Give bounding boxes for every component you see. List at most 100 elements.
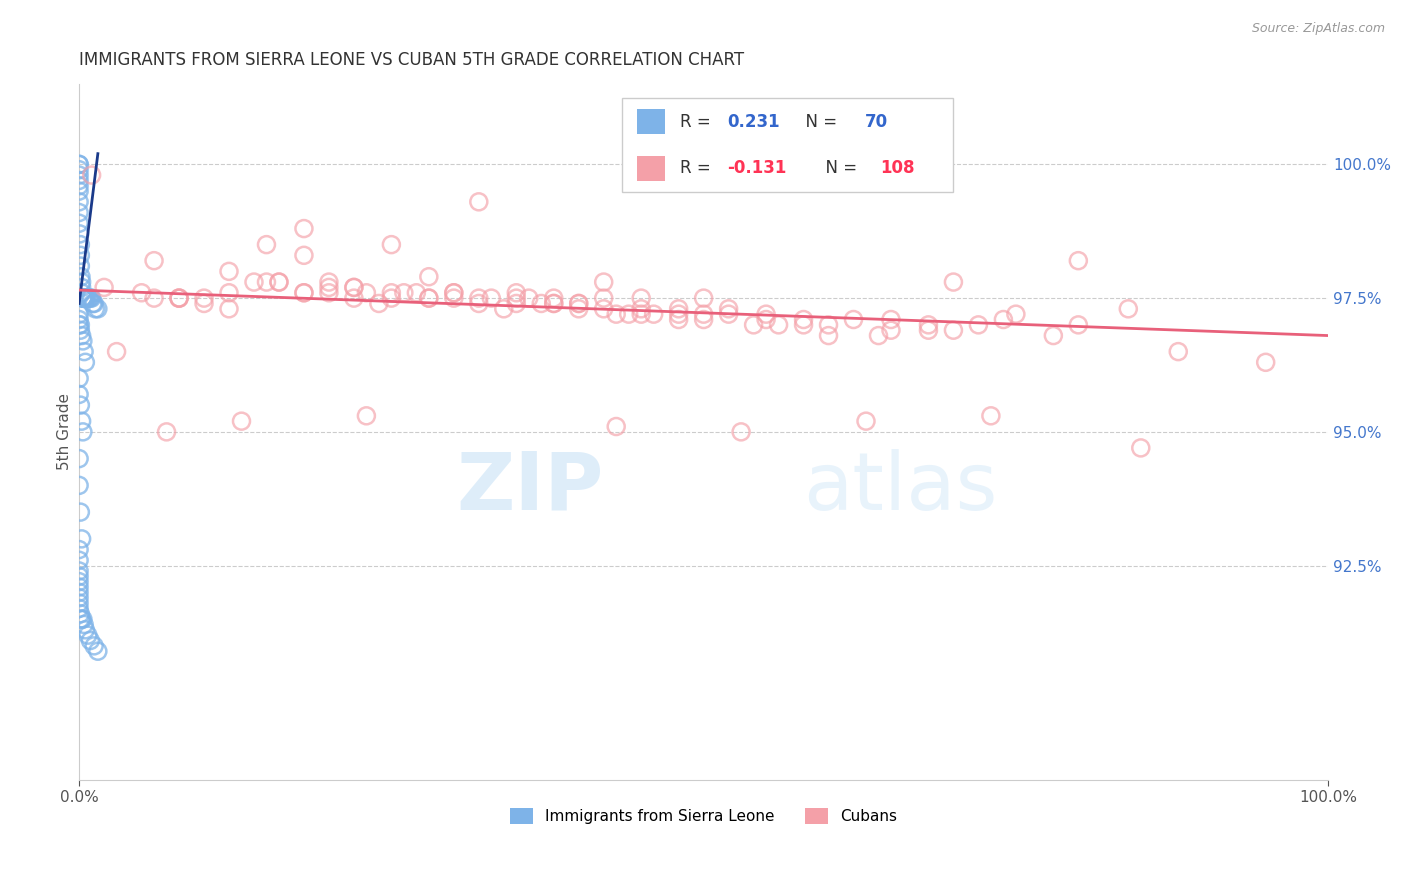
- Point: [517, 291, 540, 305]
- Point: [768, 318, 790, 332]
- Point: [880, 323, 903, 337]
- Point: [143, 291, 166, 305]
- Point: [67, 542, 90, 557]
- Bar: [637, 156, 665, 181]
- Point: [318, 280, 340, 294]
- Point: [842, 312, 865, 326]
- Point: [69, 398, 91, 412]
- Point: [167, 291, 190, 305]
- Point: [543, 296, 565, 310]
- Point: [568, 301, 591, 316]
- Point: [72, 291, 94, 305]
- Point: [356, 409, 378, 423]
- Point: [69, 237, 91, 252]
- Point: [592, 301, 614, 316]
- Point: [67, 157, 90, 171]
- Point: [67, 173, 90, 187]
- Point: [70, 612, 93, 626]
- Point: [817, 328, 839, 343]
- Point: [77, 291, 100, 305]
- Point: [630, 301, 652, 316]
- Point: [742, 318, 765, 332]
- Point: [917, 318, 939, 332]
- Point: [967, 318, 990, 332]
- Point: [79, 291, 101, 305]
- Point: [67, 157, 90, 171]
- Point: [231, 414, 253, 428]
- Point: [80, 291, 103, 305]
- Point: [131, 285, 153, 300]
- Point: [167, 291, 190, 305]
- Point: [505, 285, 527, 300]
- Point: [143, 253, 166, 268]
- Point: [76, 291, 98, 305]
- Point: [1116, 301, 1139, 316]
- Point: [193, 296, 215, 310]
- Point: [72, 612, 94, 626]
- Point: [1129, 441, 1152, 455]
- Point: [380, 291, 402, 305]
- Point: [69, 227, 91, 241]
- Point: [793, 318, 815, 332]
- Point: [67, 585, 90, 599]
- Point: [505, 296, 527, 310]
- Point: [592, 291, 614, 305]
- Point: [1005, 307, 1028, 321]
- Point: [356, 285, 378, 300]
- Point: [69, 318, 91, 332]
- Point: [318, 275, 340, 289]
- Point: [717, 307, 740, 321]
- Point: [73, 617, 96, 632]
- Point: [67, 307, 90, 321]
- Point: [67, 387, 90, 401]
- Point: [543, 296, 565, 310]
- Point: [75, 355, 97, 369]
- Bar: [637, 109, 665, 134]
- Point: [343, 280, 366, 294]
- Point: [505, 291, 527, 305]
- Text: IMMIGRANTS FROM SIERRA LEONE VS CUBAN 5TH GRADE CORRELATION CHART: IMMIGRANTS FROM SIERRA LEONE VS CUBAN 5T…: [79, 51, 744, 69]
- Point: [1254, 355, 1277, 369]
- Point: [67, 216, 90, 230]
- Point: [67, 564, 90, 578]
- Point: [292, 221, 315, 235]
- Legend: Immigrants from Sierra Leone, Cubans: Immigrants from Sierra Leone, Cubans: [510, 808, 897, 824]
- Point: [267, 275, 290, 289]
- Text: N =: N =: [815, 160, 862, 178]
- Point: [87, 301, 110, 316]
- Point: [692, 291, 714, 305]
- Point: [67, 601, 90, 615]
- Point: [76, 291, 98, 305]
- Point: [67, 478, 90, 492]
- Point: [543, 291, 565, 305]
- Point: [193, 291, 215, 305]
- Point: [67, 451, 90, 466]
- Point: [568, 296, 591, 310]
- Point: [72, 425, 94, 439]
- Point: [167, 291, 190, 305]
- Point: [793, 312, 815, 326]
- Point: [292, 285, 315, 300]
- Point: [67, 194, 90, 209]
- Point: [318, 285, 340, 300]
- Point: [67, 205, 90, 219]
- Point: [380, 285, 402, 300]
- Point: [605, 307, 627, 321]
- Point: [67, 553, 90, 567]
- Point: [942, 323, 965, 337]
- Point: [69, 323, 91, 337]
- Point: [70, 269, 93, 284]
- Point: [155, 425, 177, 439]
- Point: [343, 291, 366, 305]
- Point: [392, 285, 415, 300]
- Point: [70, 285, 93, 300]
- Point: [218, 264, 240, 278]
- Point: [1167, 344, 1189, 359]
- Point: [79, 633, 101, 648]
- Point: [880, 312, 903, 326]
- Y-axis label: 5th Grade: 5th Grade: [58, 393, 72, 470]
- Point: [592, 275, 614, 289]
- Point: [479, 291, 502, 305]
- Point: [942, 275, 965, 289]
- Point: [243, 275, 266, 289]
